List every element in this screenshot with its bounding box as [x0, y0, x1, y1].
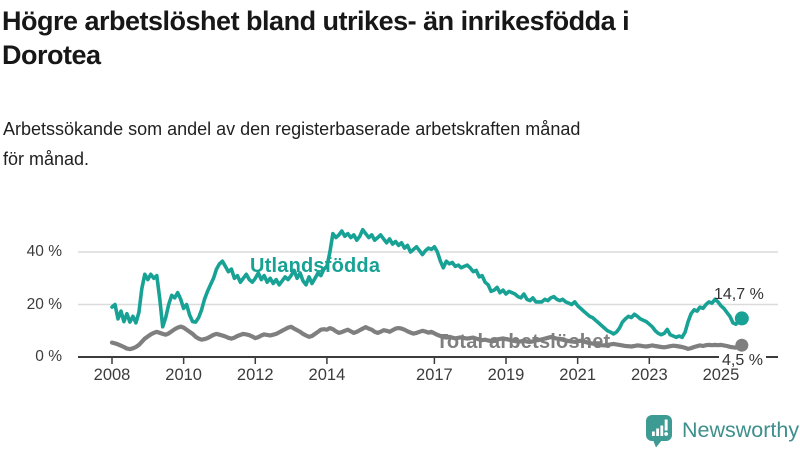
- series-label-total-arbetsloshet: Total arbetslöshet: [436, 331, 611, 353]
- y-axis-label: 40 %: [26, 243, 62, 260]
- newsworthy-logo[interactable]: Newsworthy: [644, 411, 799, 449]
- end-dot-total: [735, 338, 749, 352]
- page-subtitle: Arbetssökande som andel av den registerb…: [3, 119, 581, 169]
- series-line-total: [109, 324, 744, 352]
- x-axis-label: 2014: [308, 366, 346, 384]
- page-title: Högre arbetslöshet bland utrikes- än inr…: [2, 6, 630, 70]
- series-line-utlandsfodda: [110, 227, 744, 340]
- x-axis-label: 2025: [702, 366, 740, 384]
- newsworthy-wordmark: Newsworthy: [682, 417, 800, 442]
- y-axis-label: 0 %: [35, 348, 62, 365]
- x-axis-label: 2021: [559, 366, 597, 384]
- end-value-utlandsfodda: 14,7 %: [714, 286, 764, 303]
- x-axis-label: 2012: [236, 366, 274, 384]
- bar-chart-speech-bubble-icon: [646, 415, 672, 448]
- x-axis-label: 2010: [165, 366, 202, 384]
- series-label-utlandsfodda: Utlandsfödda: [250, 255, 381, 277]
- end-value-total-arbetsloshet: 4,5 %: [719, 352, 766, 370]
- x-axis-label: 2017: [416, 366, 453, 384]
- x-axis-label: 2019: [487, 366, 525, 384]
- y-axis-label: 20 %: [26, 295, 62, 313]
- end-dot-utlandsfodda: [734, 311, 749, 326]
- x-axis-label: 2023: [630, 366, 668, 384]
- x-axis-label: 2008: [93, 366, 131, 384]
